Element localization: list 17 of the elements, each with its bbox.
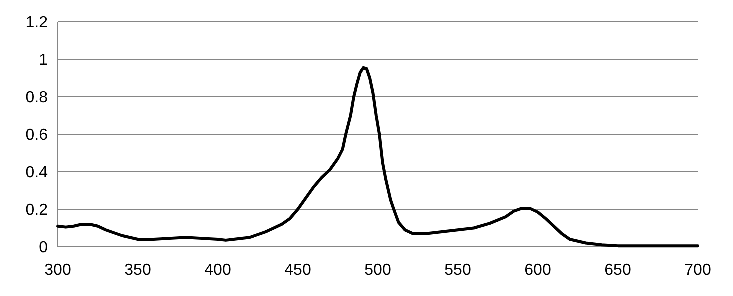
x-tick-label: 700 [684, 262, 712, 279]
y-tick-label: 1 [39, 52, 48, 70]
y-tick-label: 0.6 [26, 127, 48, 144]
x-tick-label: 600 [524, 262, 552, 279]
x-tick-label: 550 [444, 262, 472, 279]
x-tick-label: 500 [364, 262, 392, 279]
x-tick-label: 300 [44, 262, 72, 279]
x-tick-label: 650 [604, 262, 632, 279]
x-tick-label: 450 [284, 262, 312, 279]
line-series [56, 66, 700, 248]
y-tick-label: 0.8 [26, 90, 48, 107]
y-tick-label: 1.2 [26, 14, 48, 32]
y-tick-label: 0.2 [26, 202, 48, 220]
x-tick-label: 400 [204, 262, 232, 279]
x-tick-label: 350 [124, 262, 152, 279]
y-tick-label: 0.4 [26, 164, 48, 182]
y-tick-label: 0 [39, 240, 48, 257]
